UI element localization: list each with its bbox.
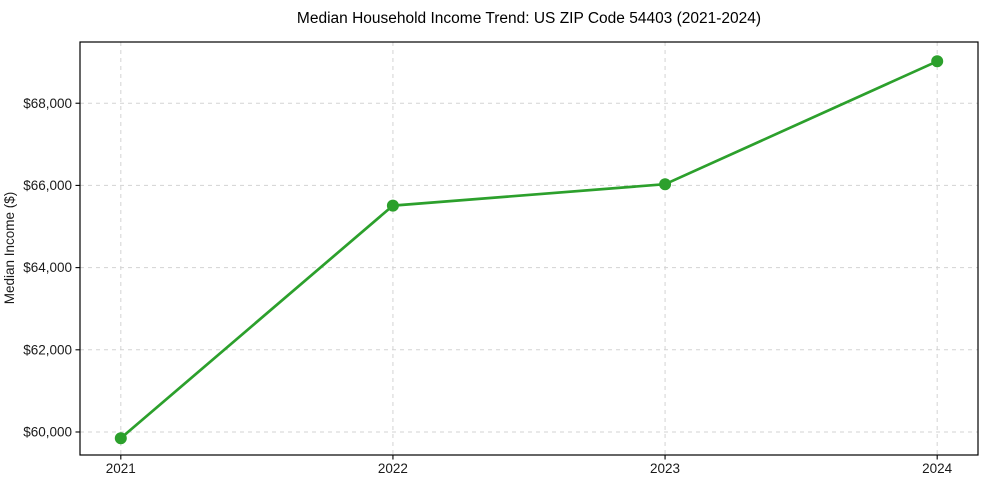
x-tick-label: 2024	[922, 461, 953, 476]
plot-border	[79, 41, 979, 456]
y-tick-label: $66,000	[23, 178, 72, 193]
data-point-marker	[386, 199, 399, 212]
data-point-marker	[931, 55, 944, 68]
data-point-marker	[114, 432, 127, 445]
series-layer	[114, 55, 944, 445]
grid-layer	[80, 42, 978, 455]
y-tick-label: $68,000	[23, 96, 72, 111]
y-tick-label: $62,000	[23, 342, 72, 357]
y-axis-label: Median Income ($)	[2, 192, 17, 305]
x-tick-label: 2022	[378, 461, 408, 476]
trend-line	[119, 59, 939, 440]
axis-layer: $60,000 $62,000 $64,000 $66,000 $68,000 2021 2…	[23, 41, 979, 476]
y-tick-label: $64,000	[23, 260, 72, 275]
data-point-marker	[659, 178, 672, 191]
x-tick-label: 2021	[106, 461, 136, 476]
y-tick-label: $60,000	[23, 425, 72, 440]
chart-title: Median Household Income Trend: US ZIP Co…	[297, 10, 761, 27]
x-tick-label: 2023	[650, 461, 680, 476]
